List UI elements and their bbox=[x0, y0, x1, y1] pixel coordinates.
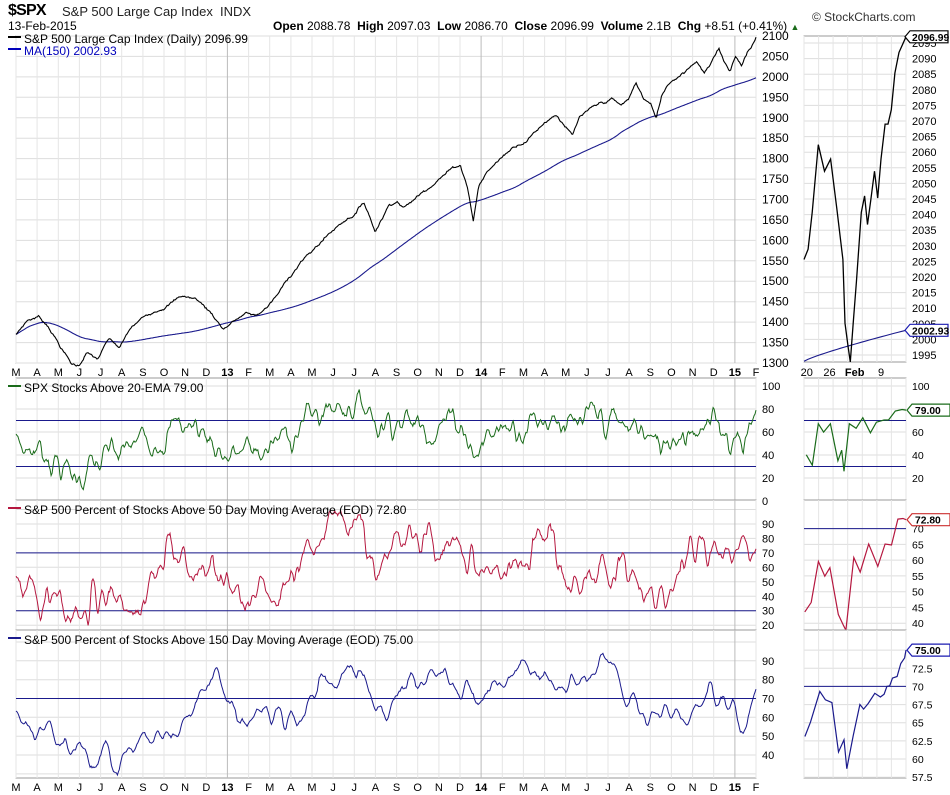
svg-text:100: 100 bbox=[762, 381, 780, 393]
svg-text:N: N bbox=[181, 782, 189, 794]
svg-text:40: 40 bbox=[762, 750, 774, 762]
svg-text:J: J bbox=[77, 782, 83, 794]
svg-text:65: 65 bbox=[912, 718, 924, 730]
svg-text:72.80: 72.80 bbox=[915, 515, 941, 526]
svg-text:60: 60 bbox=[912, 427, 924, 439]
svg-text:13: 13 bbox=[221, 782, 233, 794]
svg-text:80: 80 bbox=[762, 675, 774, 687]
svg-text:J: J bbox=[98, 782, 104, 794]
svg-text:40: 40 bbox=[762, 591, 774, 603]
svg-text:57.5: 57.5 bbox=[912, 772, 933, 784]
svg-text:67.5: 67.5 bbox=[912, 700, 933, 712]
svg-text:40: 40 bbox=[912, 450, 924, 462]
svg-text:D: D bbox=[456, 782, 464, 794]
svg-text:50: 50 bbox=[762, 577, 774, 589]
svg-text:F: F bbox=[499, 782, 506, 794]
svg-text:M: M bbox=[265, 782, 274, 794]
svg-text:40: 40 bbox=[912, 618, 924, 630]
svg-text:S: S bbox=[647, 782, 654, 794]
svg-text:M: M bbox=[11, 782, 20, 794]
svg-text:60: 60 bbox=[762, 427, 774, 439]
svg-text:A: A bbox=[625, 782, 633, 794]
svg-text:60: 60 bbox=[762, 562, 774, 574]
svg-text:75.00: 75.00 bbox=[915, 646, 941, 657]
svg-text:A: A bbox=[33, 782, 41, 794]
svg-text:A: A bbox=[541, 782, 549, 794]
svg-text:70: 70 bbox=[762, 548, 774, 560]
svg-text:70: 70 bbox=[912, 681, 924, 693]
svg-text:F: F bbox=[245, 782, 252, 794]
svg-text:M: M bbox=[54, 782, 63, 794]
svg-text:J: J bbox=[605, 782, 611, 794]
svg-text:70: 70 bbox=[762, 694, 774, 706]
svg-text:N: N bbox=[435, 782, 443, 794]
svg-text:F: F bbox=[753, 782, 760, 794]
svg-text:80: 80 bbox=[762, 404, 774, 416]
svg-text:72.5: 72.5 bbox=[912, 663, 933, 675]
svg-text:30: 30 bbox=[762, 606, 774, 618]
svg-text:0: 0 bbox=[762, 496, 768, 508]
svg-text:O: O bbox=[160, 782, 169, 794]
svg-text:M: M bbox=[561, 782, 570, 794]
svg-text:20: 20 bbox=[762, 473, 774, 485]
svg-text:A: A bbox=[372, 782, 380, 794]
svg-text:A: A bbox=[287, 782, 295, 794]
svg-text:80: 80 bbox=[762, 533, 774, 545]
svg-text:J: J bbox=[584, 782, 590, 794]
svg-text:100: 100 bbox=[912, 381, 930, 393]
svg-text:60: 60 bbox=[912, 754, 924, 766]
svg-text:J: J bbox=[330, 782, 336, 794]
svg-text:14: 14 bbox=[475, 782, 488, 794]
svg-text:50: 50 bbox=[912, 587, 924, 599]
svg-text:79.00: 79.00 bbox=[915, 406, 941, 417]
svg-text:S: S bbox=[139, 782, 146, 794]
svg-text:15: 15 bbox=[729, 782, 741, 794]
svg-text:20: 20 bbox=[762, 620, 774, 632]
svg-text:40: 40 bbox=[762, 450, 774, 462]
svg-text:90: 90 bbox=[762, 656, 774, 668]
svg-text:N: N bbox=[689, 782, 697, 794]
svg-text:A: A bbox=[118, 782, 126, 794]
svg-text:M: M bbox=[519, 782, 528, 794]
svg-text:90: 90 bbox=[762, 519, 774, 531]
svg-text:D: D bbox=[202, 782, 210, 794]
svg-text:M: M bbox=[307, 782, 316, 794]
svg-text:65: 65 bbox=[912, 539, 924, 551]
svg-text:55: 55 bbox=[912, 571, 924, 583]
svg-text:O: O bbox=[413, 782, 422, 794]
svg-text:O: O bbox=[667, 782, 676, 794]
svg-text:S: S bbox=[393, 782, 400, 794]
svg-text:60: 60 bbox=[912, 555, 924, 567]
svg-text:60: 60 bbox=[762, 712, 774, 724]
svg-text:20: 20 bbox=[912, 473, 924, 485]
svg-text:J: J bbox=[352, 782, 358, 794]
svg-text:50: 50 bbox=[762, 731, 774, 743]
svg-text:45: 45 bbox=[912, 602, 924, 614]
svg-text:62.5: 62.5 bbox=[912, 736, 933, 748]
svg-text:D: D bbox=[710, 782, 718, 794]
